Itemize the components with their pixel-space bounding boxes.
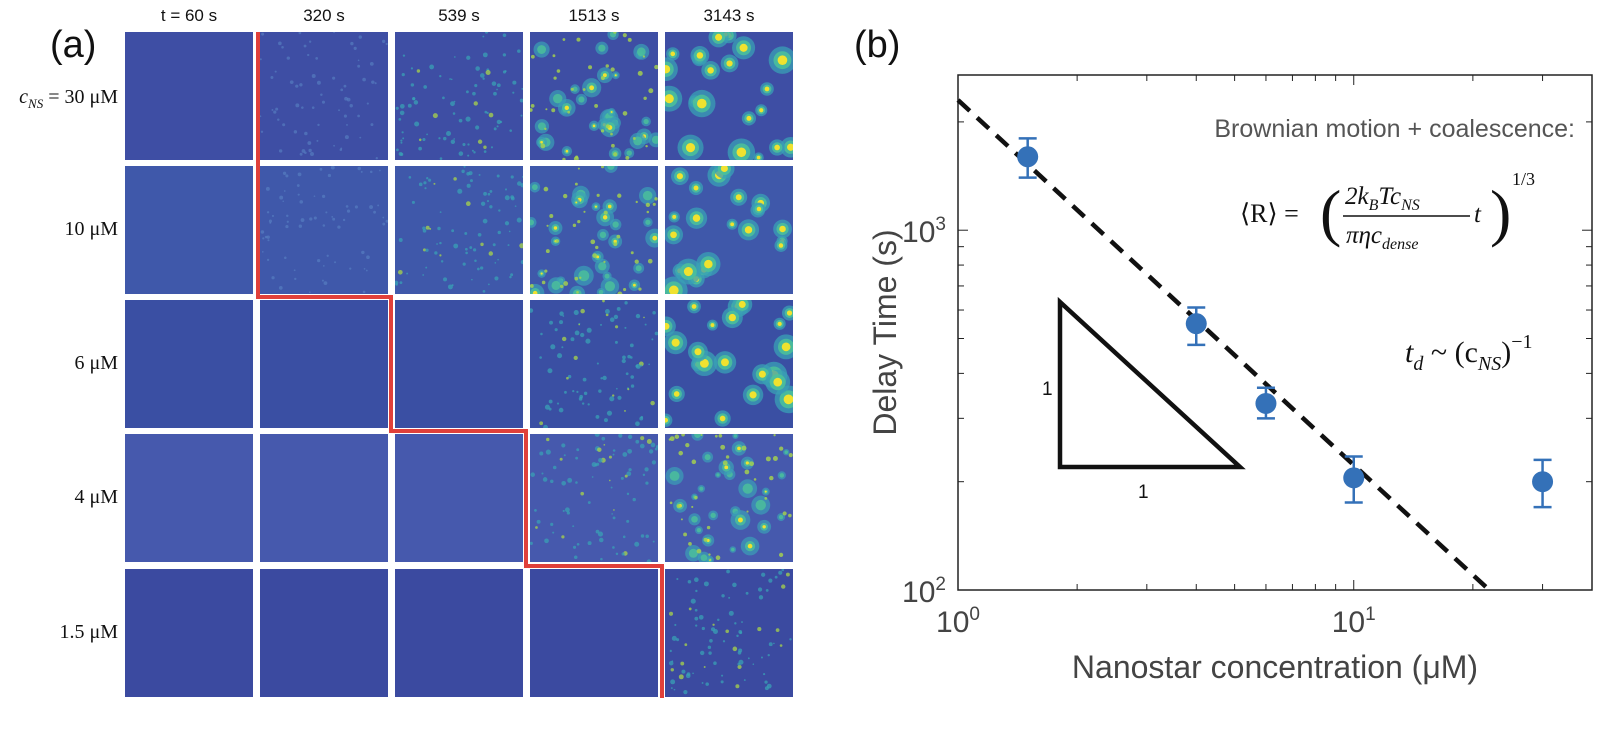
micrograph-tile	[530, 166, 658, 294]
micrograph-tile	[125, 32, 253, 160]
concentration-label: 10 μM	[64, 218, 118, 240]
delay-time-chart: 100 101 102 103 Nanostar concentration (μM) D…	[867, 74, 1593, 685]
panel-b-delay-time-plot: (b) 100 101 102 103 Nanostar concentration (…	[830, 0, 1610, 744]
concentration-label: 4 μM	[74, 486, 118, 508]
time-label: 539 s	[438, 6, 480, 25]
micrograph-tile	[260, 32, 388, 160]
scaling-fit-line	[956, 98, 1491, 592]
slope-horizontal-label: 1	[1138, 482, 1149, 503]
micrograph-tile	[665, 166, 793, 294]
data-point	[1532, 458, 1554, 509]
micrograph-tile	[665, 300, 793, 428]
micrograph-tile	[260, 300, 388, 428]
micrograph-tile	[530, 300, 658, 428]
concentration-label: cNS = 30 μM	[19, 86, 118, 111]
micrograph-tile	[395, 434, 523, 562]
plot-frame	[957, 74, 1593, 591]
svg-text:): )	[1490, 177, 1511, 248]
micrograph-grid	[125, 32, 793, 698]
svg-text:2kBTcNS: 2kBTcNS	[1345, 183, 1420, 214]
micrograph-tile	[665, 32, 793, 160]
time-label: 1513 s	[568, 6, 620, 25]
y-tick-label: 103	[902, 214, 946, 249]
svg-text:1/3: 1/3	[1512, 169, 1535, 189]
time-label: t = 60 s	[160, 6, 218, 25]
model-annotation: Brownian motion + coalescence:	[1214, 115, 1575, 143]
micrograph-tile	[530, 569, 658, 697]
data-point	[1185, 306, 1207, 347]
x-axis-label: Nanostar concentration (μM)	[1072, 649, 1478, 685]
micrograph-tile	[260, 434, 388, 562]
x-tick-label: 100	[936, 604, 980, 639]
axis-ticks	[957, 75, 1593, 591]
data-point	[1343, 455, 1365, 504]
micrograph-tile	[260, 166, 388, 294]
svg-text:(: (	[1320, 177, 1341, 248]
micrograph-tile	[125, 434, 253, 562]
micrograph-tile	[125, 569, 253, 697]
threshold-line	[256, 32, 664, 698]
data-point	[1255, 386, 1277, 420]
y-tick-label: 102	[902, 574, 946, 609]
micrograph-tile	[665, 569, 793, 697]
svg-text:t: t	[1474, 201, 1482, 228]
time-label: 3143 s	[703, 6, 755, 25]
concentration-label: 6 μM	[74, 352, 118, 374]
micrograph-tile	[125, 166, 253, 294]
micrograph-tile	[125, 300, 253, 428]
slope-vertical-label: 1	[1042, 379, 1053, 400]
panel-b-label: (b)	[854, 24, 901, 66]
micrograph-tile	[260, 569, 388, 697]
concentration-label: 1.5 μM	[59, 621, 118, 643]
micrograph-tile	[395, 300, 523, 428]
slope-triangle	[1057, 296, 1246, 470]
time-label: 320 s	[303, 6, 345, 25]
micrograph-tile	[395, 32, 523, 160]
y-axis-label: Delay Time (s)	[867, 229, 903, 435]
svg-text:πηcdense: πηcdense	[1346, 222, 1418, 253]
micrograph-tile	[395, 569, 523, 697]
svg-text:⟨R⟩ =: ⟨R⟩ =	[1240, 199, 1299, 228]
micrograph-tile	[665, 434, 793, 562]
micrograph-tile	[530, 32, 658, 160]
scaling-relation: td ~ (cNS)−1	[1405, 331, 1533, 375]
panel-a-image-grid: (a) t = 60 s 320 s 539 s 1513 s 3143 s cNS =…	[19, 6, 793, 698]
panel-a-label: (a)	[50, 24, 97, 66]
x-tick-label: 101	[1332, 604, 1376, 639]
micrograph-tile	[530, 434, 658, 562]
data-point	[1017, 137, 1039, 179]
radius-equation: ⟨R⟩ = (2kBTcNS πηcdense t) 1/3	[1240, 169, 1535, 253]
micrograph-tile	[395, 166, 523, 294]
